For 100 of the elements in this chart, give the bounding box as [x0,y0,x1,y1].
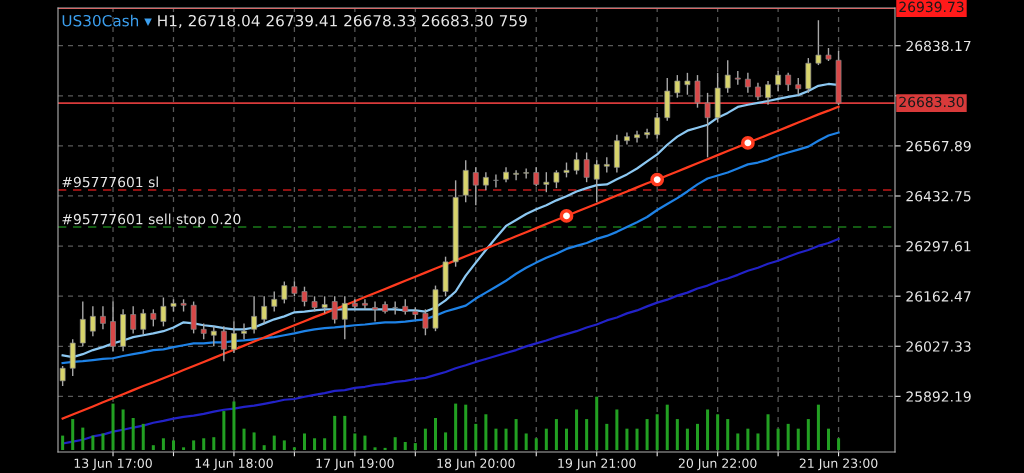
line-series [61,131,840,365]
candlestick [694,74,701,109]
y-tick-label: 25892.19 [906,391,971,402]
candlestick [331,295,338,325]
bar [413,443,417,450]
bar [121,409,125,450]
candlestick [684,72,691,96]
bar [101,433,105,450]
bar [595,396,599,450]
candlestick [583,151,590,183]
bar [423,428,427,450]
candlestick [301,286,308,308]
bar [826,428,830,450]
bar [373,447,377,450]
candlestick [815,19,822,66]
bar [554,419,558,450]
candlestick [362,298,368,311]
x-tick-label: 14 Jun 18:00 [195,458,273,471]
candlestick [634,129,640,144]
bar [182,447,186,450]
bar [353,433,357,450]
bar [756,433,760,450]
x-tick-label: 20 Jun 22:00 [678,458,757,471]
candlestick [523,167,530,180]
bar [534,438,538,450]
candlestick [483,171,489,192]
bar [282,440,286,450]
bar [746,428,750,450]
bar [564,428,568,450]
bar [433,418,437,450]
x-tick-label: 17 Jun 19:00 [316,458,394,471]
candlestick [704,92,711,159]
candlestick [90,305,96,338]
bar [393,437,397,450]
bar [716,414,720,450]
point [559,209,574,223]
bar [262,445,266,450]
candlestick [422,308,429,336]
candlestick [674,74,681,99]
bar [252,432,256,450]
x-tick-label: 18 Jun 20:00 [437,458,515,471]
bar [131,418,135,450]
candlestick [251,295,257,335]
bar [726,419,730,450]
candlestick [775,70,781,92]
bar [192,440,196,450]
x-tick-label: 21 Jun 23:00 [799,458,878,471]
bar [323,438,327,450]
candlestick [231,320,237,354]
ref-line-label: #95777601 sell stop 0.20 [62,213,241,228]
bar [171,440,175,450]
candlestick [513,169,519,182]
candlestick [341,295,348,341]
bar [302,433,306,450]
bar [383,447,387,450]
bar [141,423,145,450]
candlestick [79,300,86,348]
candlestick [372,300,378,323]
candlestick [130,305,137,335]
bar [675,419,679,450]
candlestick [160,296,167,328]
bar [363,435,367,450]
bar [403,442,407,450]
bar [524,433,528,450]
bar [474,423,478,450]
bar [706,409,710,450]
bar [776,428,780,450]
bar [292,447,296,450]
bar [111,403,115,450]
y-tick-label: 26838.17 [906,40,971,52]
bar [81,427,85,450]
bar [313,438,317,450]
bar [585,419,589,450]
candlestick [533,166,540,187]
y-tick-label: 26567.89 [906,140,971,152]
candlestick [724,59,731,94]
bar [575,409,579,450]
y-tick-label: 26162.47 [906,291,971,302]
chart-title: US30Cash ▾ [62,14,152,27]
bar [796,428,800,450]
y-tick-label: 26432.75 [906,190,971,202]
bar [544,428,548,450]
bar [514,419,518,450]
bar [806,419,810,450]
bar [816,404,820,450]
bar [615,409,619,450]
point [740,136,755,150]
candlestick [765,80,771,106]
candlestick [140,308,147,336]
bar [151,445,155,450]
chart-subtitle: H1, 26718.04 26739.41 26678.33 26683.30 759 [158,14,527,29]
line-series [61,105,840,420]
candlestick [221,325,227,362]
x-tick-label: 13 Jun 17:00 [74,458,152,471]
ref-line-label: 26683.30 [899,96,964,108]
candlestick [281,280,288,305]
candlestick [241,322,247,341]
bar [232,401,236,450]
point [650,172,665,187]
bar [645,419,649,450]
